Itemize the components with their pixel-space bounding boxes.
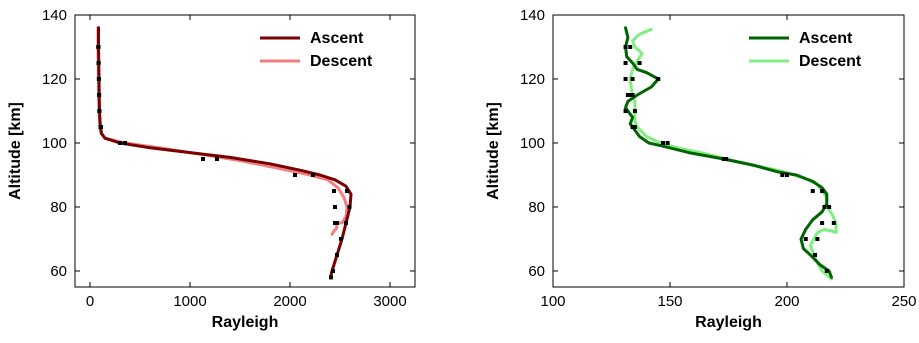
data-marker-ascent	[329, 275, 333, 280]
plot-area	[74, 14, 416, 288]
legend-label-descent: Descent	[310, 53, 373, 70]
y-tick-label: 60	[50, 263, 67, 280]
data-marker-descent	[630, 93, 635, 97]
x-tick-label: 150	[657, 293, 682, 310]
data-marker-descent	[630, 77, 635, 81]
data-marker-descent	[97, 109, 102, 113]
x-axis-label: Rayleigh	[695, 314, 762, 331]
data-marker-ascent	[339, 237, 343, 241]
y-tick-label: 80	[528, 199, 545, 216]
y-axis-label: Altitude [km]	[485, 102, 502, 200]
data-marker-descent	[815, 237, 820, 241]
x-tick-label: 250	[891, 293, 916, 310]
data-marker-ascent	[345, 189, 349, 193]
data-marker-descent	[311, 173, 315, 177]
data-marker-ascent	[665, 141, 670, 145]
data-marker-descent	[215, 157, 219, 161]
data-marker-descent	[332, 189, 336, 193]
x-tick-label: 100	[540, 293, 565, 310]
data-marker-descent	[98, 125, 103, 129]
y-tick-label: 60	[528, 263, 545, 280]
data-marker-descent	[628, 45, 633, 49]
chart-panel-2: 100 150 200 250 60 80 100 120 140 Rayleigh Altitud…	[485, 7, 917, 331]
data-marker-ascent	[331, 269, 335, 273]
data-marker-ascent	[293, 173, 297, 177]
data-marker-ascent	[822, 205, 827, 209]
series-line-ascent	[624, 26, 833, 279]
x-axis-label: Rayleigh	[212, 314, 279, 331]
data-marker-descent	[637, 61, 642, 65]
data-marker-ascent	[656, 77, 661, 81]
data-marker-ascent	[780, 173, 785, 177]
data-marker-ascent	[118, 141, 122, 145]
data-marker-descent	[785, 173, 789, 177]
data-marker-ascent	[724, 157, 729, 161]
data-marker-ascent	[824, 269, 829, 273]
y-tick-label: 120	[520, 71, 545, 88]
data-marker-ascent	[623, 109, 628, 113]
data-marker-ascent	[623, 61, 628, 65]
y-tick-label: 100	[42, 135, 67, 152]
x-tick-label: 3000	[373, 293, 406, 310]
plot-area	[552, 14, 905, 288]
data-marker-descent	[632, 125, 637, 129]
x-tick-label: 2000	[273, 293, 306, 310]
data-marker-ascent	[347, 205, 352, 209]
x-tick-label: 200	[774, 293, 799, 310]
data-marker-descent	[96, 45, 101, 49]
data-marker-descent	[820, 189, 825, 193]
y-tick-label: 120	[42, 71, 67, 88]
data-marker-ascent	[344, 221, 348, 225]
data-marker-ascent	[813, 253, 818, 257]
data-marker-ascent	[335, 253, 339, 257]
data-marker-descent	[96, 77, 101, 81]
x-tick-label: 0	[86, 293, 94, 310]
data-marker-ascent	[810, 189, 815, 193]
data-marker-descent	[97, 93, 101, 97]
data-marker-ascent	[803, 237, 808, 241]
legend-label-descent: Descent	[799, 53, 862, 70]
data-marker-ascent	[628, 93, 633, 97]
data-marker-descent	[96, 61, 101, 65]
data-marker-ascent	[201, 157, 205, 161]
series-line-ascent	[97, 26, 353, 279]
series-group	[96, 26, 353, 280]
y-tick-label: 140	[42, 7, 67, 24]
data-marker-descent	[333, 221, 337, 225]
data-marker-ascent	[820, 221, 825, 225]
data-marker-ascent	[625, 93, 630, 97]
data-marker-ascent	[630, 125, 635, 129]
series-group	[623, 26, 838, 281]
y-tick-label: 80	[50, 199, 67, 216]
data-marker-descent	[831, 221, 836, 225]
data-marker-ascent	[623, 77, 628, 81]
y-axis-label: Altitude [km]	[7, 102, 24, 200]
data-marker-ascent	[623, 45, 628, 49]
legend-label-ascent: Ascent	[799, 30, 853, 47]
data-marker-descent	[123, 141, 127, 145]
data-marker-descent	[333, 205, 337, 209]
data-marker-descent	[721, 157, 726, 161]
data-marker-descent	[632, 109, 637, 113]
x-tick-label: 1000	[173, 293, 206, 310]
y-tick-label: 100	[520, 135, 545, 152]
data-marker-descent	[827, 205, 832, 209]
chart-panel-1: 0 1000 2000 3000 60 80 100 120 140 Rayleigh Altitu…	[7, 7, 416, 331]
data-marker-descent	[660, 141, 665, 145]
legend-label-ascent: Ascent	[310, 30, 364, 47]
y-tick-label: 140	[520, 7, 545, 24]
